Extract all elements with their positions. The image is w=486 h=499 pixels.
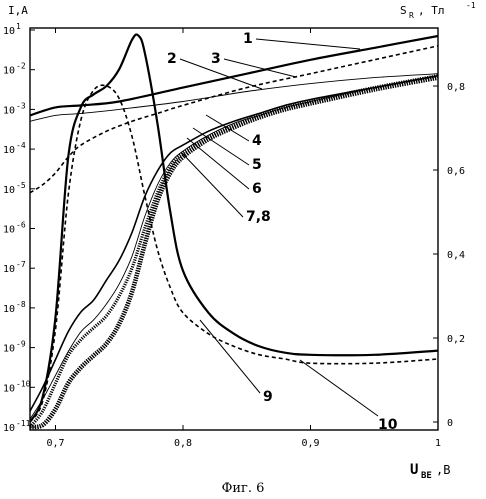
right-tick-label: 0,6 bbox=[447, 166, 465, 177]
curve-label: 9 bbox=[263, 389, 273, 405]
left-tick-mantissa: 10 bbox=[3, 264, 15, 275]
axis-ticks: 0,7 0,8 0,9 110 110 -210 -310 -410 -510 -610 -710-… bbox=[3, 22, 465, 449]
right-tick-label: 0 bbox=[447, 418, 453, 429]
curve-4 bbox=[29, 74, 439, 412]
left-tick-mantissa: 10 bbox=[3, 66, 15, 77]
figure-caption: Фиг. 6 bbox=[222, 481, 265, 496]
left-tick-mantissa: 10 bbox=[3, 423, 15, 434]
curve-5 bbox=[29, 75, 439, 420]
curve-label-leader bbox=[199, 319, 261, 394]
left-tick-mantissa: 10 bbox=[3, 383, 15, 394]
curve-9 bbox=[29, 84, 439, 423]
x-tick-label: 1 bbox=[435, 438, 441, 449]
x-tick-label: 0,9 bbox=[301, 438, 319, 449]
curve-6 bbox=[28, 74, 439, 429]
right-axis-symbol-sub: R bbox=[409, 11, 414, 20]
curve-label-leader bbox=[186, 137, 250, 190]
left-tick-exponent: -11 bbox=[16, 419, 31, 428]
left-tick-mantissa: 10 bbox=[3, 344, 15, 355]
right-axis-symbol: S bbox=[400, 4, 407, 17]
right-axis-label: S R , Тл -1 bbox=[400, 1, 476, 20]
left-tick-exponent: -8 bbox=[16, 300, 26, 309]
curve-label: 6 bbox=[252, 181, 262, 197]
curve-label-leader bbox=[179, 58, 263, 90]
left-tick-exponent: -7 bbox=[16, 260, 26, 269]
right-axis-unit: , Тл bbox=[418, 4, 445, 17]
curve-10 bbox=[29, 33, 439, 423]
x-tick-label: 0,8 bbox=[174, 438, 192, 449]
right-tick-label: 0,8 bbox=[447, 82, 465, 93]
left-tick-mantissa: 10 bbox=[3, 26, 15, 37]
x-axis-unit: ,B bbox=[436, 463, 450, 477]
x-axis-symbol: U bbox=[410, 462, 418, 478]
curve-label: 7,8 bbox=[246, 209, 271, 225]
left-tick-mantissa: 10 bbox=[3, 145, 15, 156]
left-tick-exponent: -2 bbox=[16, 62, 26, 71]
left-tick-exponent: 1 bbox=[16, 22, 21, 31]
left-tick-mantissa: 10 bbox=[3, 304, 15, 315]
curve-label-leader bbox=[223, 58, 297, 78]
curve-7-8 bbox=[29, 75, 439, 430]
curve-2 bbox=[29, 73, 439, 122]
x-axis-label: U BE ,B bbox=[410, 462, 450, 481]
x-axis-symbol-sub: BE bbox=[421, 471, 432, 481]
curve-1 bbox=[29, 34, 439, 117]
x-tick-label: 0,7 bbox=[46, 438, 64, 449]
curves bbox=[28, 33, 439, 430]
curve-label-leader bbox=[192, 127, 250, 166]
left-axis-label: I,A bbox=[8, 4, 28, 17]
right-tick-label: 0,2 bbox=[447, 334, 465, 345]
curve-label: 1 bbox=[243, 31, 253, 47]
curve-label-leader bbox=[255, 38, 361, 50]
curve-label-leader bbox=[180, 151, 244, 218]
left-tick-mantissa: 10 bbox=[3, 185, 15, 196]
left-tick-exponent: -5 bbox=[16, 181, 26, 190]
curve-label-leader bbox=[205, 114, 250, 142]
left-tick-mantissa: 10 bbox=[3, 105, 15, 116]
right-tick-label: 0,4 bbox=[447, 250, 465, 261]
curve-label: 2 bbox=[167, 51, 177, 67]
left-tick-mantissa: 10 bbox=[3, 225, 15, 236]
left-tick-exponent: -3 bbox=[16, 101, 26, 110]
curve-label-leader bbox=[299, 359, 379, 417]
curve-labels: 1 2 3 4 5 6 7,8 9 10 bbox=[167, 31, 398, 433]
curve-3 bbox=[29, 45, 439, 194]
left-tick-exponent: -10 bbox=[16, 379, 31, 388]
curve-label: 5 bbox=[252, 157, 262, 173]
left-tick-exponent: -4 bbox=[16, 141, 26, 150]
left-tick-exponent: -6 bbox=[16, 221, 26, 230]
curve-label: 3 bbox=[211, 51, 221, 67]
curve-label: 4 bbox=[252, 133, 262, 149]
right-axis-unit-sup: -1 bbox=[466, 1, 476, 10]
curve-label: 10 bbox=[378, 417, 398, 433]
left-tick-exponent: -9 bbox=[16, 340, 26, 349]
